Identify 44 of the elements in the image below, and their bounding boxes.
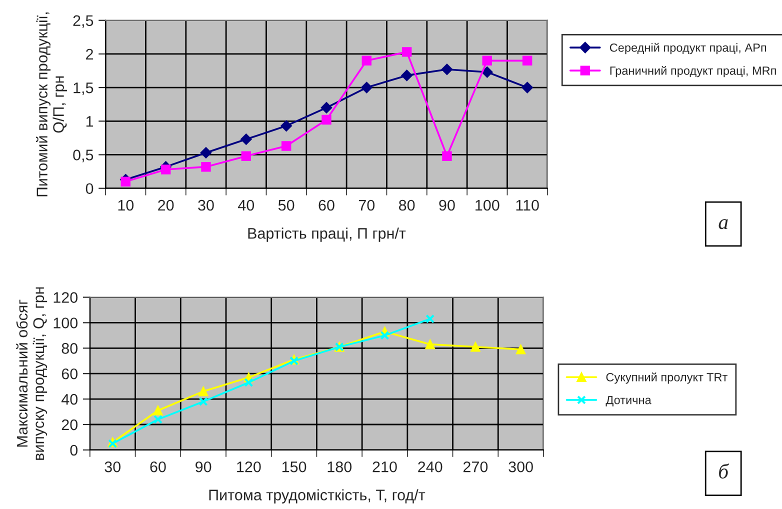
x-tick-label: 80	[398, 200, 415, 211]
x-tick-label: 70	[358, 200, 375, 211]
y-axis-title: Максимальний обсяг випуску продукції, Q, грн	[16, 287, 48, 460]
x-tick-label: 30	[104, 461, 121, 472]
x-tick-label: 300	[508, 461, 533, 472]
y-tick-label: 1,5	[74, 82, 94, 96]
y-tick-label: 80	[62, 343, 78, 354]
legend-label: Граничний продукт праці, MRп	[610, 66, 776, 78]
legend-label: Сукупний пролукт TRт	[606, 372, 728, 384]
x-tick-label: 40	[238, 200, 254, 211]
legend-label: Середній продукт праці, АРп	[610, 42, 766, 54]
y-tick-label: 0	[86, 183, 94, 194]
x-tick-label: 270	[463, 461, 488, 472]
x-tick-label: 240	[418, 461, 442, 472]
y-tick-label: 0	[70, 444, 78, 456]
y-tick-label: 1	[86, 116, 94, 127]
y-tick-label: 60	[62, 368, 78, 380]
x-tick-label: 60	[318, 200, 334, 211]
x-tick-label: 60	[150, 461, 166, 472]
legend-label: Дотична	[606, 396, 652, 406]
x-tick-label: 90	[439, 200, 455, 211]
x-tick-label: 180	[328, 461, 352, 472]
x-tick-label: 90	[196, 461, 212, 472]
y-axis-title: Питомий випуск продукції, Q/П, грн	[36, 12, 67, 196]
y-tick-label: 2	[86, 48, 93, 60]
x-tick-label: 150	[282, 461, 306, 472]
x-tick-label: 100	[476, 200, 500, 211]
text: а	[718, 219, 728, 230]
x-tick-label: 210	[372, 461, 397, 472]
x-tick-label: 20	[158, 200, 174, 211]
y-tick-label: 100	[54, 318, 78, 328]
y-tick-label: 0,5	[73, 150, 94, 162]
text: б	[719, 463, 730, 479]
y-tick-label: 40	[61, 394, 78, 405]
y-tick-label: 20	[62, 419, 78, 430]
x-tick-label: 120	[237, 461, 261, 472]
x-tick-label: 50	[278, 200, 294, 211]
x-axis-title: Вартість праці, П грн/т	[248, 228, 406, 242]
x-tick-label: 110	[516, 200, 539, 211]
x-axis-title: Питома трудомісткість, Т, год/т	[209, 489, 426, 504]
x-tick-label: 30	[198, 200, 214, 211]
y-tick-label: 120	[54, 292, 78, 303]
x-tick-label: 10	[118, 200, 134, 211]
y-tick-label: 2,5	[73, 15, 94, 28]
